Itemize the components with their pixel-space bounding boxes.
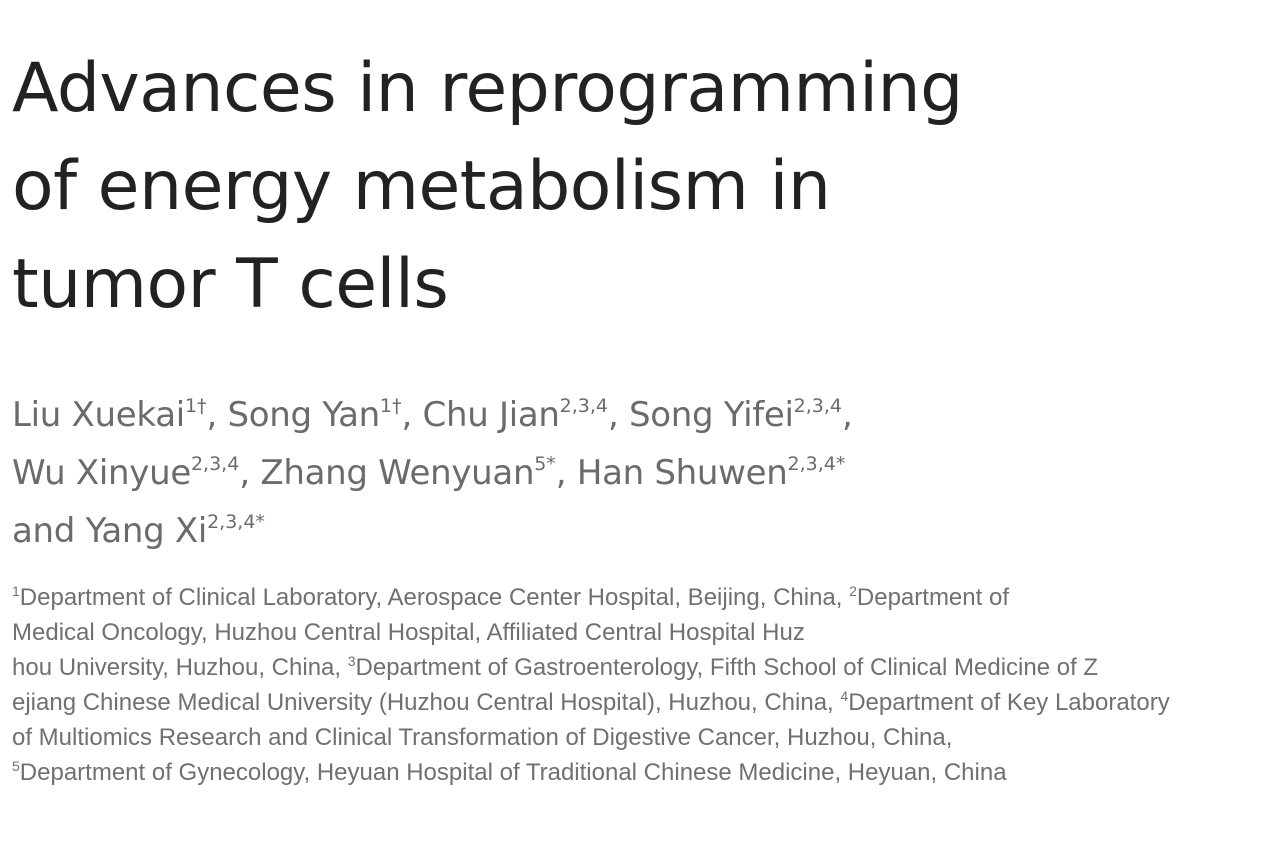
affiliation-text: ejiang Chinese Medical University (Huzho…: [12, 689, 841, 716]
author-name: Song Yan: [227, 395, 381, 435]
affiliation-text: Department of Gastroenterology, Fifth Sc…: [355, 654, 1099, 681]
author-separator: ,: [206, 395, 228, 435]
affiliation-text: of Multiomics Research and Clinical Tran…: [12, 724, 953, 751]
author-affiliation-marker: 1†: [184, 395, 207, 417]
author-list: Liu Xuekai1†, Song Yan1†, Chu Jian2,3,4,…: [12, 386, 1276, 560]
author-separator: ,: [555, 453, 577, 493]
affiliation-text: hou University, Huzhou, China,: [12, 654, 348, 681]
article-title: Advances in reprogramming of energy meta…: [12, 40, 1276, 334]
author-separator: ,: [401, 395, 423, 435]
author-separator: ,: [607, 395, 629, 435]
author-name: Chu Jian: [422, 395, 560, 435]
author-separator: ,: [239, 453, 261, 493]
affiliation-line: 5Department of Gynecology, Heyuan Hospit…: [12, 755, 1276, 790]
title-line: tumor T cells: [12, 245, 449, 324]
title-line: Advances in reprogramming: [12, 49, 963, 128]
affiliation-marker: 1: [12, 583, 20, 599]
affiliation-line: hou University, Huzhou, China, 3Departme…: [12, 650, 1276, 685]
author-affiliation-marker: 2,3,4: [559, 395, 608, 417]
author-affiliation-marker: 2,3,4*: [787, 453, 846, 475]
affiliation-text: Department of Key Laboratory: [848, 689, 1170, 716]
affiliation-line: 1Department of Clinical Laboratory, Aero…: [12, 580, 1276, 615]
affiliation-marker: 5: [12, 758, 20, 774]
author-line: Wu Xinyue2,3,4, Zhang Wenyuan5*, Han Shu…: [12, 444, 1276, 502]
author-name: Song Yifei: [629, 395, 794, 435]
author-name: Wu Xinyue: [12, 453, 191, 493]
affiliation-text: Department of Clinical Laboratory, Aeros…: [19, 584, 850, 611]
author-affiliation-marker: 2,3,4*: [207, 511, 265, 533]
author-affiliation-marker: 2,3,4: [190, 453, 240, 475]
affiliation-marker: 4: [840, 688, 849, 704]
affiliation-line: Medical Oncology, Huzhou Central Hospita…: [12, 615, 1276, 650]
author-name: Han Shuwen: [576, 453, 788, 493]
affiliation-marker: 2: [849, 583, 857, 599]
affiliation-marker: 3: [347, 653, 356, 669]
affiliation-text: Department of: [856, 584, 1009, 611]
author-affiliation-marker: 1†: [379, 395, 402, 417]
author-line: Liu Xuekai1†, Song Yan1†, Chu Jian2,3,4,…: [12, 386, 1276, 444]
author-name: and Yang Xi: [12, 511, 208, 551]
title-line: of energy metabolism in: [12, 147, 831, 226]
affiliation-line: of Multiomics Research and Clinical Tran…: [12, 720, 1276, 755]
article-header: Advances in reprogramming of energy meta…: [12, 40, 1276, 790]
author-name: Liu Xuekai: [12, 395, 185, 435]
author-name: Zhang Wenyuan: [260, 453, 535, 493]
author-line: and Yang Xi2,3,4*: [12, 502, 1276, 560]
affiliation-text: Medical Oncology, Huzhou Central Hospita…: [12, 619, 805, 646]
author-separator: ,: [842, 395, 853, 435]
author-affiliation-marker: 5*: [534, 453, 556, 475]
affiliation-list: 1Department of Clinical Laboratory, Aero…: [12, 580, 1276, 790]
affiliation-line: ejiang Chinese Medical University (Huzho…: [12, 685, 1276, 720]
affiliation-text: Department of Gynecology, Heyuan Hospita…: [19, 759, 1007, 786]
author-affiliation-marker: 2,3,4: [793, 395, 843, 417]
